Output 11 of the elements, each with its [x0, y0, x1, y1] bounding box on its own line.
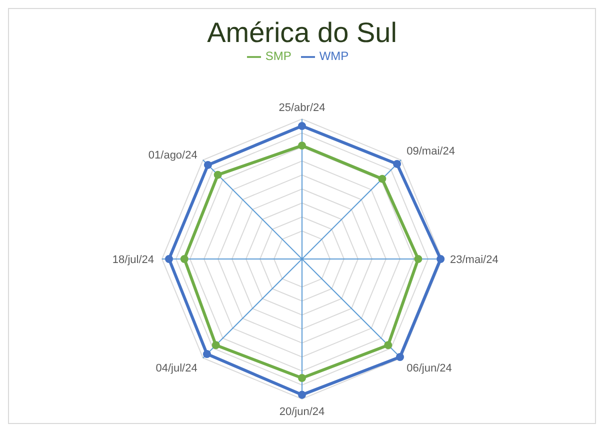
spoke-label: 04/jul/24	[156, 362, 198, 374]
spoke-label: 18/jul/24	[112, 254, 154, 266]
spoke-label: 25/abr/24	[278, 102, 326, 114]
spoke-label: 20/jun/24	[279, 406, 325, 418]
spoke-label: 06/jun/24	[406, 362, 452, 374]
spoke-label: 23/mai/24	[450, 254, 498, 266]
legend-label: SMP	[265, 49, 292, 63]
spoke-label: 01/ago/24	[148, 149, 198, 162]
spoke-label: 09/mai/24	[406, 145, 455, 158]
chart-title: América do Sul	[207, 17, 397, 48]
legend-label: WMP	[319, 49, 349, 63]
